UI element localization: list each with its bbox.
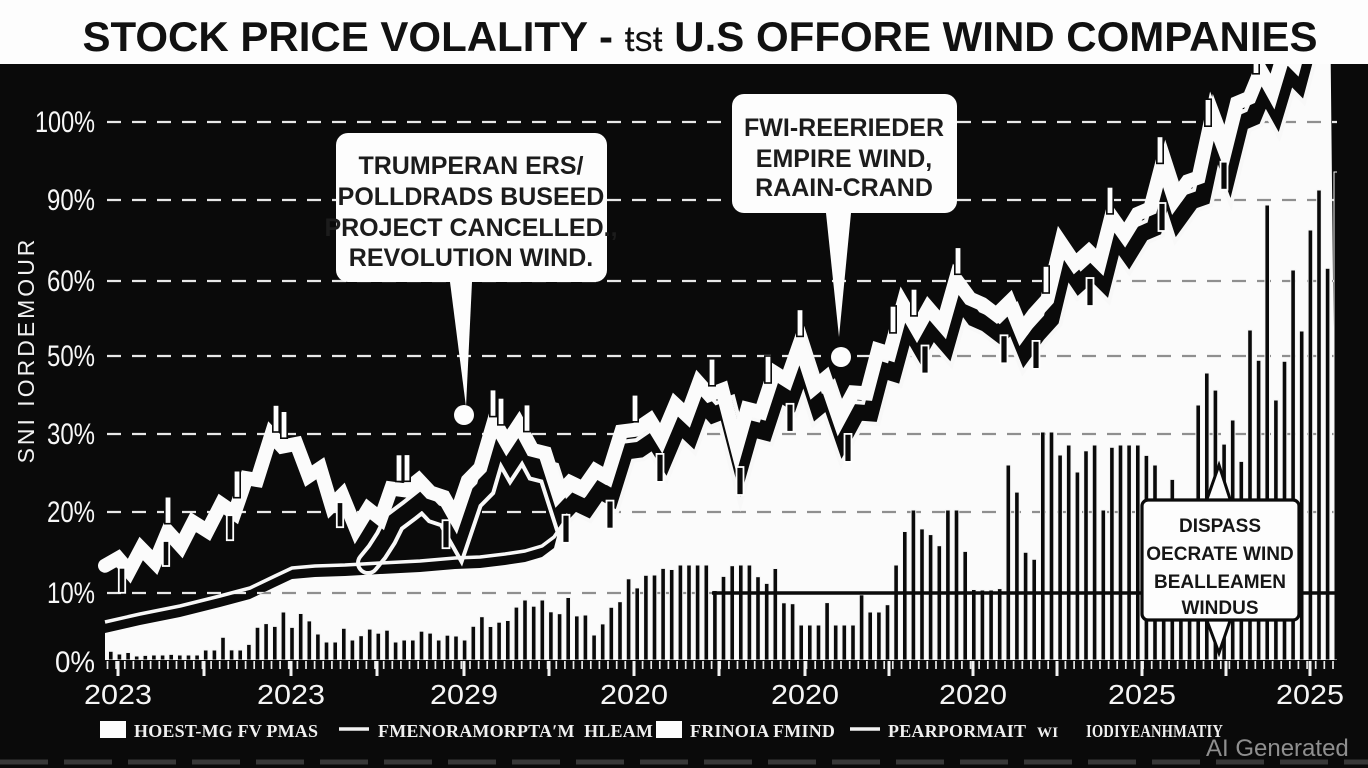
svg-text:POLLDRADS BUSEED: POLLDRADS BUSEED xyxy=(338,183,605,211)
svg-text:FWI-REERIEDER: FWI-REERIEDER xyxy=(744,114,944,142)
svg-text:PEARPORMAIT: PEARPORMAIT xyxy=(888,721,1026,741)
svg-text:50%: 50% xyxy=(47,340,95,373)
svg-text:EMPIRE WIND,: EMPIRE WIND, xyxy=(756,145,932,173)
svg-text:DISPASS: DISPASS xyxy=(1179,516,1261,537)
svg-text:60%: 60% xyxy=(47,265,95,298)
svg-text:BEALLEAMEN: BEALLEAMEN xyxy=(1154,572,1286,593)
svg-text:0%: 0% xyxy=(55,646,95,679)
svg-text:TRUMPERAN ERS/: TRUMPERAN ERS/ xyxy=(358,152,583,180)
svg-text:STOCK PRICE VOLALITY - ŧsŧ U.S: STOCK PRICE VOLALITY - ŧsŧ U.S OFFORE WI… xyxy=(82,13,1317,60)
svg-text:2025: 2025 xyxy=(1276,679,1344,710)
svg-text:2023: 2023 xyxy=(257,679,325,710)
svg-text:2025: 2025 xyxy=(1108,679,1176,710)
svg-text:2023: 2023 xyxy=(84,679,152,710)
svg-text:AI Generated: AI Generated xyxy=(1206,735,1349,762)
svg-text:2029: 2029 xyxy=(430,679,498,710)
svg-text:WI: WI xyxy=(1037,725,1058,741)
svg-text:RAAIN-CRAND: RAAIN-CRAND xyxy=(755,174,933,202)
svg-text:IODIYEANHMATIY: IODIYEANHMATIY xyxy=(1086,721,1223,741)
svg-text:2020: 2020 xyxy=(600,679,668,710)
svg-text:2020: 2020 xyxy=(939,679,1007,710)
svg-text:FMENORAMORPTAʹM HLEAM: FMENORAMORPTAʹM HLEAM xyxy=(378,721,653,741)
svg-text:100%: 100% xyxy=(35,106,95,139)
svg-text:REVOLUTION WIND.: REVOLUTION WIND. xyxy=(349,244,593,272)
svg-text:10%: 10% xyxy=(47,577,95,610)
svg-text:FRINOIA FMIND: FRINOIA FMIND xyxy=(690,721,835,741)
svg-text:OECRATE WIND: OECRATE WIND xyxy=(1146,544,1293,565)
svg-text:HOEST-MG FV PMAS: HOEST-MG FV PMAS xyxy=(134,721,318,741)
svg-text:WINDUS: WINDUS xyxy=(1181,598,1258,619)
svg-text:2020: 2020 xyxy=(771,679,839,710)
svg-text:PROJECT CANCELLED.,: PROJECT CANCELLED., xyxy=(324,214,617,242)
svg-text:90%: 90% xyxy=(47,184,95,217)
svg-text:SNI IORDEMOUR: SNI IORDEMOUR xyxy=(13,237,39,464)
svg-text:30%: 30% xyxy=(47,418,95,451)
svg-text:20%: 20% xyxy=(47,496,95,529)
